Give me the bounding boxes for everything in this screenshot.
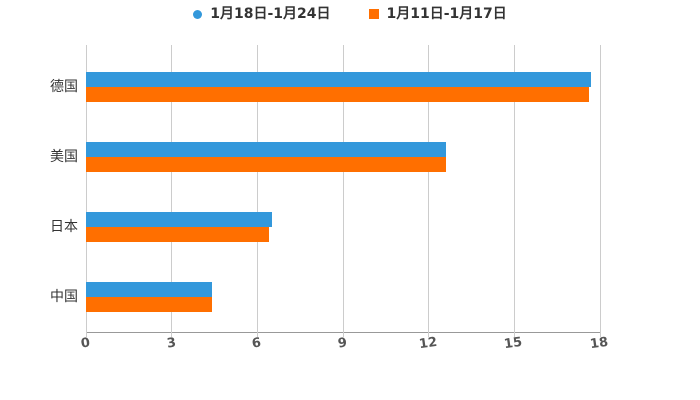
legend-circle-marker-icon (193, 9, 203, 19)
gridline-x-9 (342, 45, 344, 337)
gridline-x-3 (171, 45, 173, 337)
gridline-x-6 (256, 45, 258, 337)
x-tick-label-18: 18 (589, 334, 610, 353)
bar-series1-日本[interactable] (86, 226, 269, 242)
bar-series0-中国[interactable] (86, 281, 212, 297)
gridline-x-12 (428, 45, 430, 337)
bar-series0-美国[interactable] (86, 141, 446, 157)
category-label-1: 美国 (50, 148, 78, 165)
legend-label: 1月18日-1月24日 (210, 6, 331, 22)
x-tick-label-15: 15 (503, 334, 524, 353)
x-tick-label-3: 3 (165, 335, 177, 352)
bar-series1-美国[interactable] (86, 156, 446, 172)
category-label-0: 德国 (50, 78, 78, 95)
category-label-3: 中国 (50, 288, 78, 305)
legend-label: 1月11日-1月17日 (386, 6, 507, 22)
bar-series0-日本[interactable] (86, 211, 272, 227)
legend-square-marker-icon (368, 9, 379, 19)
gridline-x-18 (599, 45, 601, 337)
x-axis-line (86, 332, 601, 333)
bar-series1-德国[interactable] (86, 86, 589, 102)
legend-item-0[interactable]: 1月18日-1月24日 (193, 6, 331, 22)
bar-series1-中国[interactable] (86, 296, 212, 312)
chart-legend: 1月18日-1月24日 1月11日-1月17日 (0, 7, 700, 21)
x-tick-label-0: 0 (80, 335, 92, 352)
legend-item-1[interactable]: 1月11日-1月17日 (368, 6, 507, 22)
bar-series0-德国[interactable] (86, 71, 592, 87)
x-tick-label-12: 12 (417, 334, 438, 353)
gridline-x-0 (85, 45, 87, 337)
gridline-x-15 (513, 45, 515, 337)
x-tick-label-6: 6 (251, 335, 263, 352)
x-tick-label-9: 9 (337, 335, 349, 352)
category-label-2: 日本 (50, 218, 78, 235)
